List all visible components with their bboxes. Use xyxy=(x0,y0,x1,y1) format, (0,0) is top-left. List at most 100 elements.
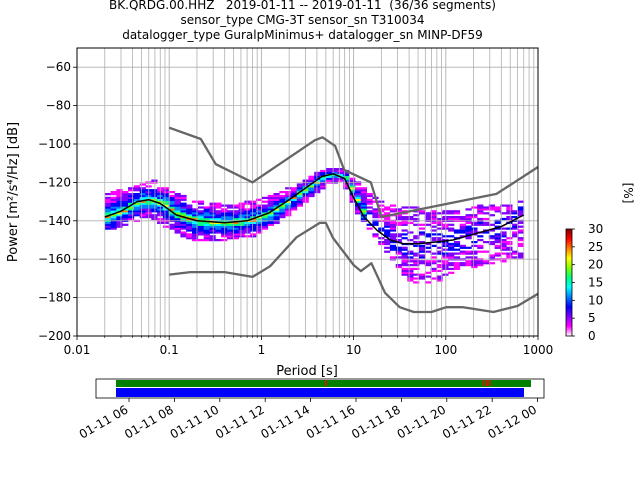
density-cell xyxy=(133,210,140,213)
density-cell xyxy=(227,204,234,207)
density-cell xyxy=(267,217,274,221)
density-cell xyxy=(151,202,158,205)
density-cell xyxy=(349,191,356,194)
density-cell xyxy=(320,173,327,177)
density-cell xyxy=(424,260,431,263)
density-cell xyxy=(366,200,373,203)
density-cell xyxy=(192,208,199,211)
high-noise-model-curve xyxy=(168,126,539,219)
density-cell xyxy=(366,206,373,209)
density-cell xyxy=(453,265,461,269)
density-cell xyxy=(471,206,478,209)
density-cell xyxy=(192,214,199,217)
density-cell xyxy=(279,191,286,194)
density-cell xyxy=(343,175,350,178)
density-cell xyxy=(133,202,140,205)
density-cell xyxy=(512,252,519,255)
density-cell xyxy=(384,233,391,236)
density-cell xyxy=(500,231,507,234)
x-tick-label: 0.01 xyxy=(64,343,91,357)
density-cell xyxy=(180,202,187,205)
density-cell xyxy=(174,223,181,226)
density-cell xyxy=(413,264,420,267)
density-cell xyxy=(221,227,228,230)
density-cell xyxy=(483,206,490,209)
density-cell xyxy=(128,193,135,196)
density-cell xyxy=(395,217,402,221)
density-cell xyxy=(488,262,495,265)
density-cell xyxy=(436,265,443,269)
density-cell xyxy=(250,212,257,215)
density-cell xyxy=(413,273,420,276)
density-cell xyxy=(355,198,362,201)
density-cell xyxy=(104,225,111,228)
density-cell xyxy=(448,244,455,248)
density-cell xyxy=(273,217,280,221)
density-cell xyxy=(366,198,373,201)
density-cell xyxy=(419,246,426,249)
density-cell xyxy=(197,223,205,226)
density-cell xyxy=(285,196,292,200)
density-cell xyxy=(448,227,455,230)
chart-title-line-1: BK.QRDG.00.HHZ 2019-01-11 -- 2019-01-11 … xyxy=(109,0,496,12)
density-cell xyxy=(197,214,205,217)
density-cell xyxy=(221,204,228,207)
density-cell xyxy=(279,214,286,217)
density-cell xyxy=(465,233,472,236)
density-cell xyxy=(162,216,170,219)
density-cell xyxy=(267,204,274,207)
density-cell xyxy=(151,206,158,209)
density-cell xyxy=(279,210,286,213)
density-cell xyxy=(372,223,379,226)
density-cell xyxy=(360,210,367,213)
density-cell xyxy=(285,200,292,203)
density-cell xyxy=(401,260,408,263)
density-cell xyxy=(209,206,216,209)
density-cell xyxy=(360,212,367,215)
density-cell xyxy=(384,235,391,238)
density-cell xyxy=(512,216,519,219)
density-cell xyxy=(512,256,519,259)
density-cell xyxy=(477,235,484,238)
density-cell xyxy=(174,196,181,200)
density-cell xyxy=(413,235,420,238)
density-cell xyxy=(197,231,205,234)
density-cell xyxy=(500,235,507,238)
density-cell xyxy=(238,235,245,238)
density-cell xyxy=(104,212,111,215)
density-cell xyxy=(215,223,222,226)
y-tick-label: −180 xyxy=(38,291,71,305)
density-cell xyxy=(128,212,135,215)
density-cell xyxy=(250,229,257,232)
colorbar-tick-label: 10 xyxy=(588,293,603,307)
density-cell xyxy=(494,244,501,248)
density-cell xyxy=(471,262,478,265)
density-cell xyxy=(232,212,239,215)
density-cell xyxy=(238,229,245,232)
density-cell xyxy=(116,221,123,225)
density-cell xyxy=(180,196,187,200)
density-cell xyxy=(436,227,443,230)
density-cell xyxy=(407,275,414,278)
density-cell xyxy=(279,200,286,203)
density-cell xyxy=(436,223,443,226)
density-cell xyxy=(116,216,123,219)
psd-coverage-bar xyxy=(116,388,524,397)
density-cell xyxy=(139,194,146,198)
density-cell xyxy=(308,193,315,196)
density-cell xyxy=(227,217,234,221)
density-cell xyxy=(465,264,472,267)
density-cell xyxy=(261,227,269,230)
density-cell xyxy=(279,216,286,219)
chart-title-line-2: sensor_type CMG-3T sensor_sn T310034 xyxy=(180,13,425,27)
density-cell xyxy=(128,210,135,213)
timeline-tick-label: 01-11 18 xyxy=(349,402,403,441)
density-cell xyxy=(471,227,478,230)
density-cell xyxy=(174,212,181,215)
density-cell xyxy=(372,235,379,238)
data-coverage-bar xyxy=(116,380,531,387)
gap-marker xyxy=(325,380,327,386)
y-tick-label: −60 xyxy=(46,60,71,74)
density-cell xyxy=(448,212,455,215)
